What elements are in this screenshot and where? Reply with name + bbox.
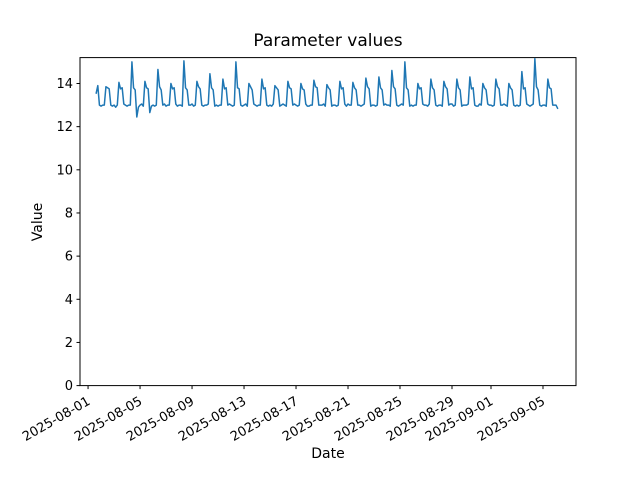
x-axis-label: Date xyxy=(311,446,345,462)
y-tick-label: 8 xyxy=(65,206,73,221)
data-line xyxy=(95,57,559,118)
y-tick-label: 14 xyxy=(56,77,73,92)
y-tick-label: 10 xyxy=(56,163,73,178)
chart-title: Parameter values xyxy=(253,31,403,51)
y-tick-label: 2 xyxy=(65,336,73,351)
axes-box xyxy=(79,57,577,387)
y-tick-label: 4 xyxy=(65,293,73,308)
y-tick-label: 6 xyxy=(65,250,73,265)
y-tick-label: 12 xyxy=(56,120,73,135)
y-axis-label: Value xyxy=(30,202,46,242)
y-tick-label: 0 xyxy=(65,379,73,394)
